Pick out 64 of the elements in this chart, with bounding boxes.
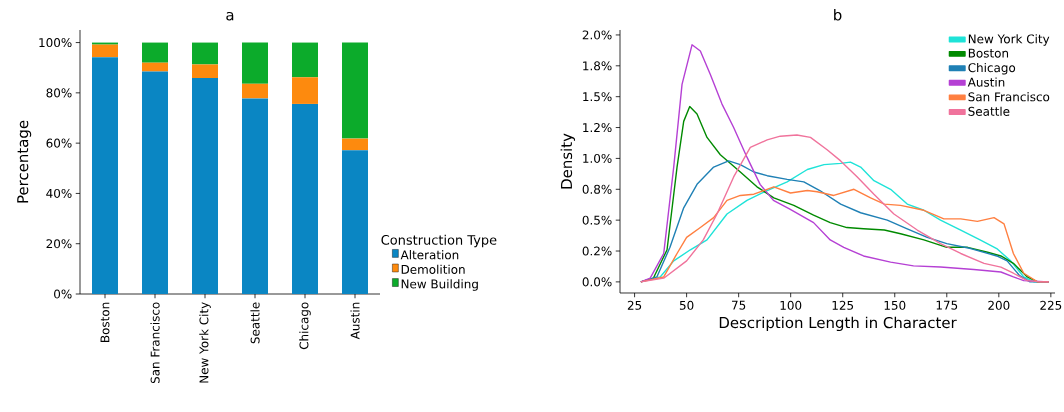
x-tick-label: Austin [350, 302, 360, 340]
bar [292, 103, 318, 294]
y-tick-label: 1.5% [583, 92, 612, 102]
chart-title: a [226, 11, 234, 21]
bar [342, 42, 368, 139]
legend-title: Construction Type [381, 234, 497, 248]
y-tick-label: 1.8% [583, 61, 612, 71]
bar [192, 78, 219, 294]
y-tick-label: 40% [46, 188, 72, 198]
y-tick-label: 0.0% [582, 277, 612, 287]
bar [92, 42, 119, 45]
y-tick-label: 100% [39, 38, 72, 48]
legend-label: New Building [401, 279, 478, 291]
x-tick-label: Chicago [299, 302, 311, 350]
x-tick-label: Boston [100, 302, 110, 342]
bar [192, 42, 219, 65]
x-axis-title: Description Length in Character [719, 316, 957, 332]
legend-label: San Francisco [968, 92, 1050, 102]
legend-label: Demolition [401, 264, 465, 274]
y-tick-label: 0.8% [582, 184, 612, 194]
bar [342, 150, 368, 294]
legend-label: Chicago [968, 62, 1016, 75]
x-tick-label: San Francisco [150, 302, 160, 384]
chart-title: b [834, 8, 842, 21]
bar [192, 64, 219, 79]
x-tick-label: 50 [679, 300, 694, 310]
x-tick-label: 100 [780, 300, 802, 310]
y-tick-label: 20% [46, 239, 72, 249]
x-tick-label: 150 [884, 300, 906, 310]
legend-label: Boston [968, 48, 1009, 58]
bar [142, 71, 169, 294]
bar [142, 62, 169, 72]
x-tick-label: 225 [1040, 300, 1062, 310]
bar [242, 83, 268, 99]
y-tick-label: 0.2% [582, 246, 612, 256]
legend-label: New York City [968, 34, 1050, 46]
bar [242, 98, 268, 294]
y-axis-title: Percentage [17, 120, 32, 203]
y-tick-label: 60% [46, 138, 72, 148]
legend-label: Alteration [400, 250, 459, 260]
y-tick-label: 0.5% [582, 215, 612, 225]
x-tick-label: 175 [936, 300, 958, 310]
bar [292, 42, 318, 78]
line-series [640, 134, 1050, 283]
bar [92, 57, 119, 294]
y-tick-label: 1.2% [583, 123, 612, 133]
bar [342, 138, 368, 151]
y-tick-label: 1.0% [583, 153, 612, 163]
y-tick-label: 80% [46, 88, 72, 98]
y-axis-title: Density [560, 133, 576, 189]
bar [92, 44, 119, 58]
legend-label: Austin [967, 77, 1005, 87]
x-tick-label: 125 [832, 300, 854, 310]
x-tick-label: 25 [627, 300, 642, 310]
y-tick-label: 0% [54, 289, 72, 299]
x-tick-label: New York City [199, 302, 211, 383]
x-tick-label: 75 [732, 300, 746, 310]
legend-label: Seattle [968, 106, 1010, 116]
bar [242, 42, 268, 84]
x-tick-label: 200 [988, 300, 1010, 310]
bar [292, 77, 318, 104]
x-tick-label: Seattle [250, 302, 260, 344]
y-tick-label: 2.0% [582, 30, 612, 40]
bar [142, 42, 169, 63]
